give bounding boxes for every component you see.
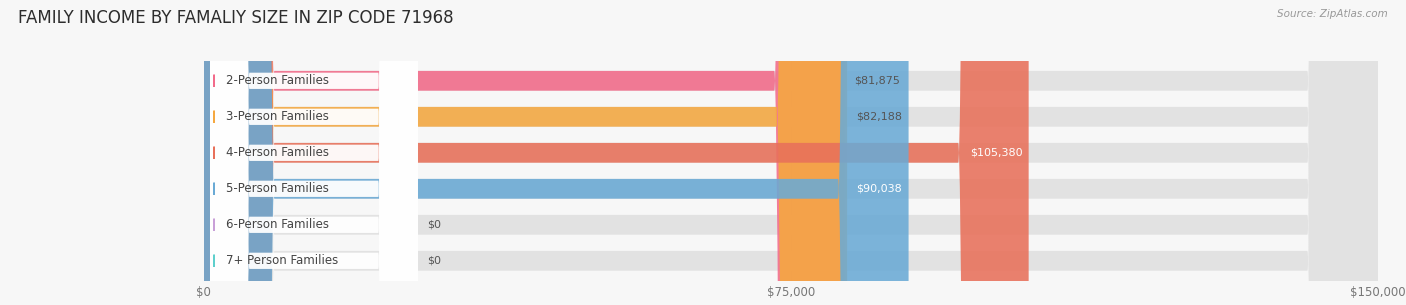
Text: FAMILY INCOME BY FAMALIY SIZE IN ZIP CODE 71968: FAMILY INCOME BY FAMALIY SIZE IN ZIP COD… xyxy=(18,9,454,27)
FancyBboxPatch shape xyxy=(204,0,1378,305)
Text: $0: $0 xyxy=(427,220,441,230)
FancyBboxPatch shape xyxy=(204,0,1378,305)
Text: 3-Person Families: 3-Person Families xyxy=(226,110,329,123)
FancyBboxPatch shape xyxy=(209,0,418,305)
FancyBboxPatch shape xyxy=(204,0,845,305)
Text: 5-Person Families: 5-Person Families xyxy=(226,182,329,195)
Text: $81,875: $81,875 xyxy=(853,76,900,86)
Text: $0: $0 xyxy=(427,256,441,266)
Text: Source: ZipAtlas.com: Source: ZipAtlas.com xyxy=(1277,9,1388,19)
FancyBboxPatch shape xyxy=(204,0,1378,305)
FancyBboxPatch shape xyxy=(204,0,1378,305)
FancyBboxPatch shape xyxy=(209,0,418,305)
Text: $105,380: $105,380 xyxy=(970,148,1022,158)
FancyBboxPatch shape xyxy=(209,0,418,305)
FancyBboxPatch shape xyxy=(204,0,1378,305)
FancyBboxPatch shape xyxy=(209,0,418,305)
Text: 4-Person Families: 4-Person Families xyxy=(226,146,329,159)
Text: 7+ Person Families: 7+ Person Families xyxy=(226,254,337,267)
FancyBboxPatch shape xyxy=(204,0,1029,305)
FancyBboxPatch shape xyxy=(204,0,848,305)
FancyBboxPatch shape xyxy=(209,0,418,305)
Text: 2-Person Families: 2-Person Families xyxy=(226,74,329,87)
FancyBboxPatch shape xyxy=(209,0,418,305)
FancyBboxPatch shape xyxy=(204,0,908,305)
Text: $90,038: $90,038 xyxy=(856,184,903,194)
FancyBboxPatch shape xyxy=(204,0,1378,305)
Text: 6-Person Families: 6-Person Families xyxy=(226,218,329,231)
Text: $82,188: $82,188 xyxy=(856,112,903,122)
